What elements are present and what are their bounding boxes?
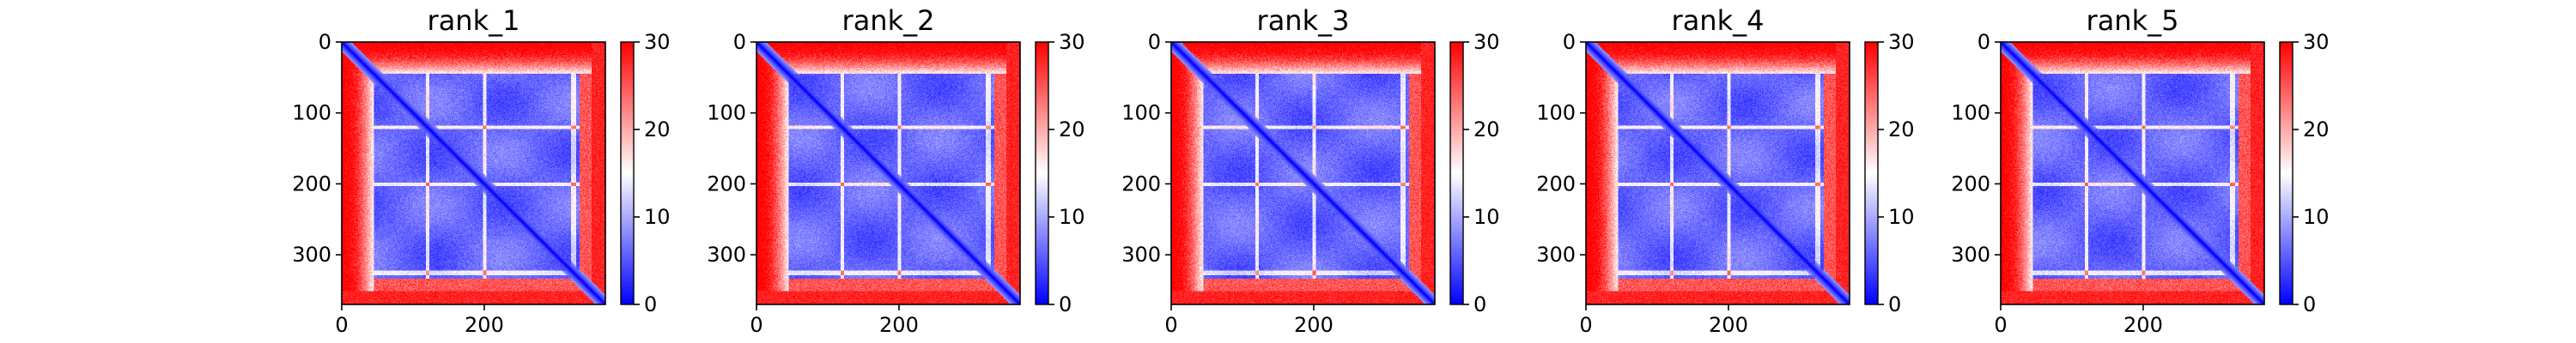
plot-frame — [1170, 41, 1436, 305]
colorbar-tick-label: 30 — [1473, 30, 1500, 54]
colorbar-tick-label: 10 — [1888, 205, 1915, 229]
x-tick-label: 0 — [1579, 313, 1592, 337]
chart-title: rank_5 — [2087, 4, 2179, 37]
colorbar-tick-label: 0 — [1473, 292, 1486, 316]
colorbar — [1864, 41, 1879, 305]
colorbar — [1449, 41, 1464, 305]
x-tick-label: 0 — [335, 313, 348, 337]
plot-frame — [2000, 41, 2265, 305]
colorbar-tick-label: 10 — [1059, 205, 1085, 229]
x-tick-label: 0 — [750, 313, 762, 337]
y-tick-label: 300 — [292, 243, 331, 267]
y-tick-label: 100 — [1121, 101, 1161, 125]
x-tick-label: 200 — [1709, 313, 1748, 337]
chart-title: rank_1 — [428, 4, 520, 37]
colorbar-tick-label: 0 — [2303, 292, 2316, 316]
colorbar-tick-label: 20 — [2303, 117, 2330, 141]
y-tick-label: 100 — [292, 101, 331, 125]
heatmap-image — [756, 42, 1020, 304]
x-tick-label: 200 — [879, 313, 919, 337]
colorbar-tick-label: 30 — [1888, 30, 1915, 54]
y-tick-label: 300 — [707, 243, 746, 267]
y-tick-label: 300 — [1121, 243, 1161, 267]
y-tick-label: 100 — [707, 101, 746, 125]
panel-rank_5: rank_5 0 100 200 300 0 200 0 10 20 30 — [1951, 4, 2329, 337]
y-tick-label: 0 — [1148, 30, 1161, 54]
x-tick-label: 0 — [1164, 313, 1177, 337]
panel-rank_1: rank_1 0 100 200 300 0 200 0 10 20 30 — [292, 4, 670, 337]
colorbar-tick-label: 10 — [2303, 205, 2330, 229]
y-tick-label: 300 — [1536, 243, 1576, 267]
panel-rank_4: rank_4 0 100 200 300 0 200 0 10 20 30 — [1536, 4, 1914, 337]
y-tick-label: 200 — [1121, 172, 1161, 196]
colorbar-tick-label: 20 — [644, 117, 671, 141]
colorbar-tick-label: 0 — [644, 292, 657, 316]
plot-frame — [756, 41, 1021, 305]
heatmap-image — [1171, 42, 1435, 304]
y-tick-label: 0 — [733, 30, 746, 54]
colorbar-tick-label: 10 — [644, 205, 671, 229]
x-tick-label: 200 — [2123, 313, 2163, 337]
panel-rank_3: rank_3 0 100 200 300 0 200 0 10 20 30 — [1121, 4, 1499, 337]
chart-title: rank_3 — [1257, 4, 1350, 37]
colorbar — [2279, 41, 2293, 305]
colorbar-tick-label: 30 — [1059, 30, 1085, 54]
y-tick-label: 200 — [1951, 172, 1990, 196]
y-tick-label: 0 — [1978, 30, 1990, 54]
heatmap-image — [1586, 42, 1850, 304]
x-tick-label: 200 — [465, 313, 504, 337]
panel-rank_2: rank_2 0 100 200 300 0 200 0 10 20 30 — [707, 4, 1084, 337]
y-tick-label: 100 — [1536, 101, 1576, 125]
colorbar-tick-label: 20 — [1059, 117, 1085, 141]
y-tick-label: 100 — [1951, 101, 1990, 125]
heatmap-image — [2001, 42, 2264, 304]
y-tick-label: 0 — [1563, 30, 1576, 54]
x-tick-label: 0 — [1994, 313, 2007, 337]
y-tick-label: 0 — [319, 30, 331, 54]
plot-frame — [1585, 41, 1850, 305]
y-tick-label: 200 — [707, 172, 746, 196]
y-tick-label: 200 — [1536, 172, 1576, 196]
x-tick-label: 200 — [1294, 313, 1334, 337]
colorbar-tick-label: 0 — [1059, 292, 1072, 316]
colorbar-tick-label: 20 — [1888, 117, 1915, 141]
heatmap-image — [342, 42, 605, 304]
colorbar-tick-label: 30 — [2303, 30, 2330, 54]
chart-title: rank_2 — [842, 4, 935, 37]
colorbar — [1035, 41, 1049, 305]
colorbar-tick-label: 10 — [1473, 205, 1500, 229]
colorbar-tick-label: 20 — [1473, 117, 1500, 141]
chart-title: rank_4 — [1672, 4, 1765, 37]
colorbar-tick-label: 30 — [644, 30, 671, 54]
colorbar — [620, 41, 635, 305]
y-tick-label: 300 — [1951, 243, 1990, 267]
plot-frame — [341, 41, 606, 305]
colorbar-tick-label: 0 — [1888, 292, 1901, 316]
y-tick-label: 200 — [292, 172, 331, 196]
